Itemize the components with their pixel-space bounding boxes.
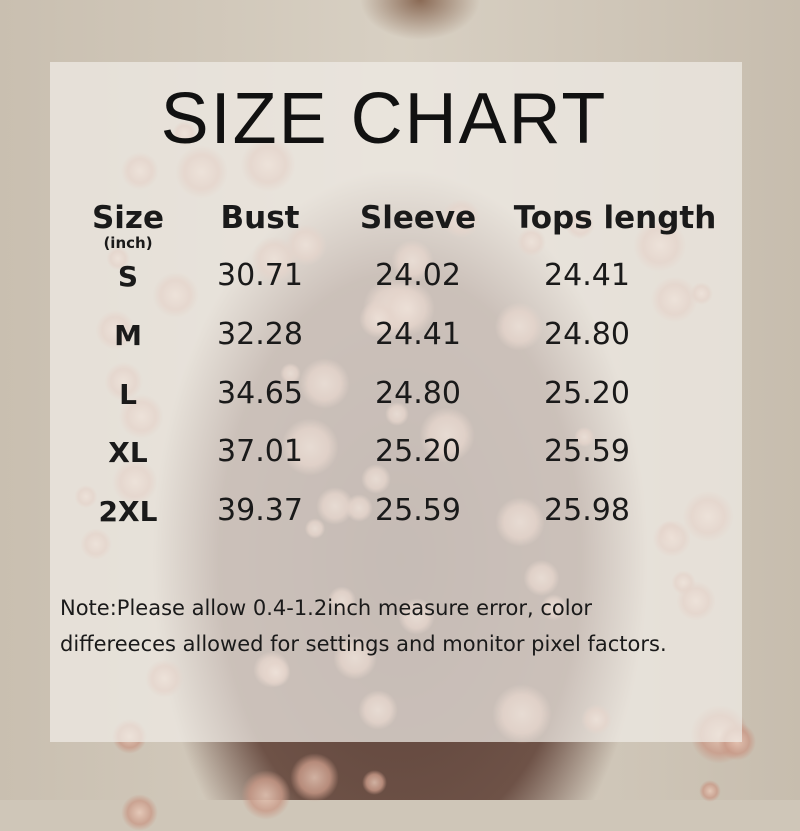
header-sleeve: Sleeve	[359, 200, 477, 236]
size-chart-panel	[50, 62, 742, 742]
cell-length: 25.59	[544, 434, 630, 469]
cell-bust: 39.37	[217, 493, 303, 528]
cell-sleeve: 25.59	[375, 493, 461, 528]
cell-bust: 37.01	[217, 434, 303, 469]
cell-length: 24.80	[544, 317, 630, 352]
cell-length: 25.98	[544, 493, 630, 528]
note: Note:Please allow 0.4-1.2inch measure er…	[60, 590, 667, 662]
cell-length: 25.20	[544, 376, 630, 411]
note-line-2: differeeces allowed for settings and mon…	[60, 632, 667, 656]
cell-size: L	[119, 378, 137, 411]
header-size: Size	[91, 200, 165, 236]
cell-size: XL	[108, 436, 148, 469]
page-title: SIZE CHART	[160, 79, 608, 159]
flower-motif	[120, 793, 159, 831]
header-unit: (inch)	[103, 234, 153, 252]
header-tops-length: Tops length	[513, 200, 717, 236]
cell-sleeve: 24.02	[375, 258, 461, 293]
cell-sleeve: 24.41	[375, 317, 461, 352]
flower-motif	[698, 779, 721, 802]
flower-motif	[362, 769, 387, 795]
note-line-1: Note:Please allow 0.4-1.2inch measure er…	[60, 596, 593, 620]
cell-size: 2XL	[98, 495, 158, 528]
cell-sleeve: 25.20	[375, 434, 461, 469]
header-bust: Bust	[220, 200, 300, 236]
cell-length: 24.41	[544, 258, 630, 293]
flower-motif	[241, 770, 291, 820]
cell-bust: 30.71	[217, 258, 303, 293]
cell-size: S	[117, 260, 139, 293]
cell-bust: 32.28	[217, 317, 303, 352]
cell-sleeve: 24.80	[375, 376, 461, 411]
cell-bust: 34.65	[217, 376, 303, 411]
cell-size: M	[114, 319, 142, 352]
flower-motif	[289, 752, 340, 803]
